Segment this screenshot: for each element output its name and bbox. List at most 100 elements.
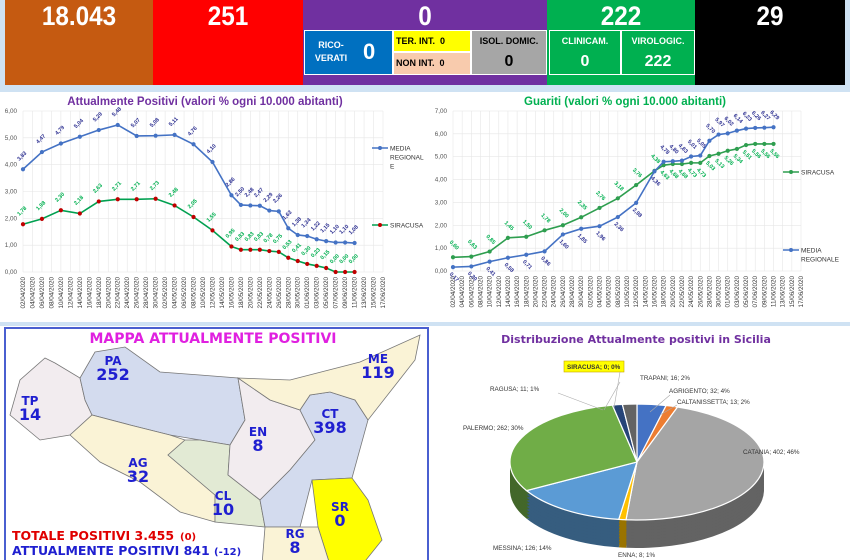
data-point (771, 141, 776, 147)
data-point (661, 163, 666, 168)
data-point (652, 169, 657, 174)
data-label: 5,48 (111, 106, 123, 118)
totale-positivi-label: TOTALE POSITIVI 3.455 (12, 528, 174, 543)
data-label: 5,07 (130, 117, 142, 129)
pie-leader-line (649, 394, 671, 413)
x-tick-label: 17/06/2020 (380, 277, 387, 309)
x-tick-label: 06/04/2020 (39, 277, 46, 309)
x-tick-label: 14/04/2020 (77, 277, 84, 309)
data-point (698, 153, 703, 158)
data-label: 0,60 (448, 240, 460, 252)
data-label: 1,60 (558, 239, 570, 251)
data-point (333, 269, 338, 275)
pie-label: CATANIA; 402; 46% (743, 449, 800, 456)
x-tick-label: 24/05/2020 (688, 276, 695, 308)
data-label: 1,98 (35, 200, 47, 212)
province-count-label: 14 (19, 405, 41, 424)
data-label: 5,56 (750, 148, 762, 160)
data-label: 5,29 (92, 111, 104, 123)
data-point (615, 196, 620, 201)
data-label: 0,83 (253, 231, 265, 243)
x-tick-label: 09/06/2020 (761, 276, 768, 308)
y-tick-label: 1,00 (5, 242, 18, 249)
data-point (771, 125, 776, 130)
data-label: 1,63 (282, 210, 294, 222)
data-point (542, 249, 547, 254)
data-point (39, 149, 45, 155)
x-tick-label: 20/05/2020 (670, 276, 677, 308)
y-tick-label: 7,00 (435, 108, 448, 115)
pie-slice-messina (525, 461, 638, 521)
box-black: 29 (695, 0, 845, 85)
data-point (487, 259, 492, 264)
data-point (314, 263, 319, 268)
data-point (229, 193, 234, 198)
clinicam-value: 0 (580, 53, 590, 70)
data-point (153, 133, 158, 138)
data-point (295, 232, 300, 238)
virologic-box: VIROLOGIC. 222 (621, 30, 695, 75)
data-point (560, 223, 565, 228)
data-label: 0,20 (466, 271, 478, 283)
pie-label: ENNA; 8; 1% (618, 552, 655, 559)
x-tick-label: 22/05/2020 (257, 277, 264, 309)
x-tick-label: 14/05/2020 (219, 277, 226, 309)
x-tick-label: 02/04/2020 (450, 276, 457, 308)
data-point (505, 235, 511, 240)
province-code-label: AG (128, 456, 147, 470)
data-label: 0,15 (320, 249, 332, 261)
data-label: 5,03 (704, 160, 716, 172)
data-label: 3,76 (631, 167, 643, 179)
data-label: 1,15 (320, 223, 332, 235)
data-label: 2,30 (54, 192, 66, 204)
attualmente-positivi-delta: (-12) (214, 547, 241, 558)
data-point (524, 252, 529, 257)
series-line-media-regionale (452, 126, 774, 268)
non-int-label: NON INT. (396, 58, 435, 68)
data-label: 2,48 (168, 187, 180, 199)
legend-marker (378, 146, 382, 150)
data-label: 4,73 (686, 167, 698, 179)
data-point (238, 202, 243, 208)
data-label: 2,35 (576, 200, 588, 212)
legend-marker (378, 223, 382, 227)
x-tick-label: 30/05/2020 (716, 276, 723, 308)
chart-title: Attualmente Positivi (valori % ogni 10.0… (67, 96, 343, 108)
data-point (276, 249, 281, 254)
data-point (267, 208, 272, 213)
legend-label: SIRACUSA (801, 170, 835, 177)
x-tick-label: 26/05/2020 (276, 277, 283, 309)
province-count-label: 8 (289, 538, 300, 557)
data-label: 6,29 (768, 110, 780, 122)
data-point (450, 255, 456, 260)
x-tick-label: 05/06/2020 (743, 276, 750, 308)
pie-label: MESSINA; 126; 14% (493, 545, 552, 552)
map-title: MAPPA ATTUALMENTE POSITIVI (89, 331, 336, 347)
x-tick-label: 09/06/2020 (342, 277, 349, 309)
x-tick-label: 18/05/2020 (238, 277, 245, 309)
data-label: 1,96 (594, 231, 606, 243)
isol-domic-label: ISOL. DOMIC. (479, 36, 539, 46)
data-label: 1,78 (16, 206, 28, 218)
x-tick-label: 20/04/2020 (105, 277, 112, 309)
province-code-label: CL (215, 489, 232, 503)
data-point (96, 199, 101, 204)
ricoverati-value: 0 (363, 39, 376, 64)
data-point (762, 141, 767, 147)
data-label: 0,75 (272, 233, 284, 245)
data-label: 0,71 (521, 259, 533, 271)
legend-label: REGIONALE (801, 257, 840, 264)
data-label: 5,01 (686, 139, 698, 151)
x-tick-label: 04/04/2020 (459, 276, 466, 308)
province-rg (261, 526, 329, 560)
x-tick-label: 22/04/2020 (542, 276, 549, 308)
box-red: 251 (153, 0, 303, 85)
ter-int-label: TER. INT. (396, 36, 436, 46)
province-count-label: 252 (96, 365, 129, 384)
x-tick-label: 10/04/2020 (487, 276, 494, 308)
x-tick-label: 14/04/2020 (505, 276, 512, 308)
data-point (295, 258, 300, 264)
data-label: 5,26 (723, 155, 735, 167)
province-count-label: 119 (361, 363, 394, 382)
data-point (352, 269, 357, 275)
